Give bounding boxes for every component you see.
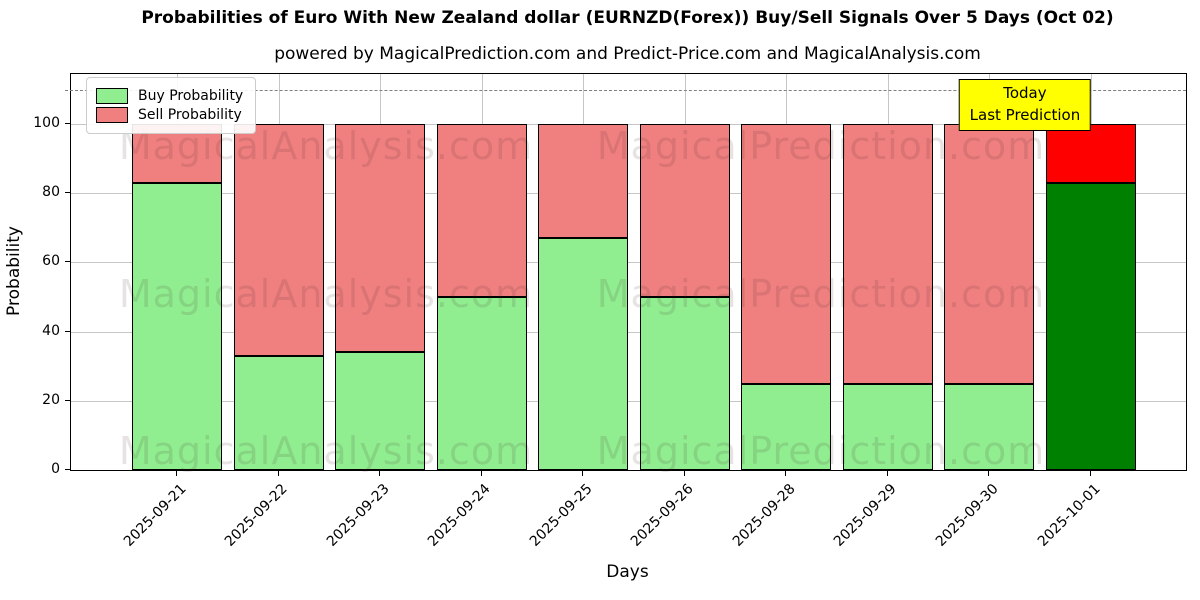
buy-segment xyxy=(639,297,730,470)
y-tick-mark xyxy=(65,192,70,194)
x-tick-mark xyxy=(886,471,888,476)
y-tick-mark xyxy=(65,399,70,401)
legend-entry-buy: Buy Probability xyxy=(96,88,243,104)
sell-segment xyxy=(639,124,730,298)
stacked-bar-2025-10-01 xyxy=(1045,124,1136,470)
x-tick-label: 2025-09-24 xyxy=(425,481,494,550)
y-tick-mark xyxy=(65,469,70,470)
x-tick-label: 2025-09-23 xyxy=(323,481,393,550)
x-tick-mark xyxy=(1089,471,1091,476)
sell-segment xyxy=(741,124,832,384)
x-tick-mark xyxy=(582,471,584,476)
chart-title: Probabilities of Euro With New Zealand d… xyxy=(141,8,1114,28)
h-gridline xyxy=(71,262,1186,264)
x-tick-mark xyxy=(785,471,787,476)
x-tick-label: 2025-09-28 xyxy=(729,481,799,550)
stacked-bar-2025-09-30 xyxy=(944,124,1035,470)
buy-segment xyxy=(944,383,1035,470)
today-annotation: Today Last Prediction xyxy=(958,79,1092,131)
buy-segment xyxy=(335,352,426,470)
x-axis-title: Days xyxy=(606,562,649,582)
legend-entry-sell: Sell Probability xyxy=(96,107,243,123)
buy-segment xyxy=(842,383,933,470)
y-tick-label: 60 xyxy=(42,253,60,270)
y-tick-mark xyxy=(65,261,70,263)
sell-segment xyxy=(233,124,324,356)
x-tick-label: 2025-09-25 xyxy=(526,481,596,550)
x-tick-mark xyxy=(176,471,177,476)
buy-segment xyxy=(1045,182,1136,470)
watermark-text: MagicalAnalysis.com xyxy=(118,429,534,473)
x-tick-mark xyxy=(480,471,482,476)
x-tick-mark xyxy=(277,471,279,476)
buy-segment xyxy=(233,355,324,470)
x-tick-label: 2025-09-26 xyxy=(628,481,698,550)
y-axis-title: Probability xyxy=(4,226,24,316)
x-tick-label: 2025-09-22 xyxy=(222,481,291,550)
stacked-bar-2025-09-23 xyxy=(335,124,426,470)
sell-segment xyxy=(842,124,933,384)
stacked-bar-2025-09-29 xyxy=(842,124,933,470)
stacked-bar-2025-09-24 xyxy=(436,124,527,470)
buy-swatch-icon xyxy=(96,88,128,104)
sell-segment xyxy=(436,124,527,298)
legend-buy-label: Buy Probability xyxy=(138,88,244,104)
y-tick-mark xyxy=(65,123,70,125)
h-gridline xyxy=(71,331,1186,333)
y-tick-label: 80 xyxy=(42,184,60,201)
today-annotation-line2: Last Prediction xyxy=(969,105,1081,124)
x-tick-label: 2025-09-21 xyxy=(120,481,190,550)
x-tick-mark xyxy=(988,471,990,476)
stacked-bar-2025-09-28 xyxy=(741,124,832,470)
x-tick-mark xyxy=(379,471,381,476)
x-tick-label: 2025-10-01 xyxy=(1034,481,1104,550)
y-tick-label: 20 xyxy=(42,391,60,408)
watermark-text: MagicalPrediction.com xyxy=(596,124,1046,168)
stacked-bar-2025-09-26 xyxy=(639,124,730,470)
x-tick-mark xyxy=(683,471,685,476)
stacked-bar-2025-09-25 xyxy=(538,124,629,470)
plot-area: MagicalAnalysis.com MagicalPrediction.com… xyxy=(65,73,1187,473)
today-annotation-line1: Today xyxy=(1003,84,1047,102)
y-tick-label: 0 xyxy=(51,461,60,477)
stacked-bar-2025-09-22 xyxy=(233,124,324,470)
h-gridline xyxy=(71,400,1186,402)
x-tick-label: 2025-09-29 xyxy=(831,481,901,550)
buy-segment xyxy=(538,238,629,470)
y-tick-mark xyxy=(65,330,70,332)
sell-segment xyxy=(538,124,629,239)
watermark-text: MagicalPrediction.com xyxy=(596,429,1046,473)
sell-swatch-icon xyxy=(96,107,128,123)
sell-segment xyxy=(944,124,1035,384)
sell-segment xyxy=(335,124,426,353)
y-tick-label: 40 xyxy=(42,322,60,339)
chart-subtitle: powered by MagicalPrediction.com and Pre… xyxy=(274,44,981,64)
y-tick-label: 100 xyxy=(33,115,60,132)
watermark-text: MagicalPrediction.com xyxy=(596,272,1046,316)
h-gridline xyxy=(71,193,1186,195)
buy-segment xyxy=(132,182,222,470)
sell-segment xyxy=(1045,124,1136,183)
h-gridline xyxy=(71,124,1186,126)
watermark-text: MagicalAnalysis.com xyxy=(118,272,534,316)
x-tick-label: 2025-09-30 xyxy=(932,481,1002,550)
legend-sell-label: Sell Probability xyxy=(138,107,242,123)
legend: Buy Probability Sell Probability xyxy=(86,77,257,134)
threshold-dashed-line xyxy=(65,89,1186,91)
buy-segment xyxy=(436,297,527,470)
buy-segment xyxy=(741,383,832,470)
